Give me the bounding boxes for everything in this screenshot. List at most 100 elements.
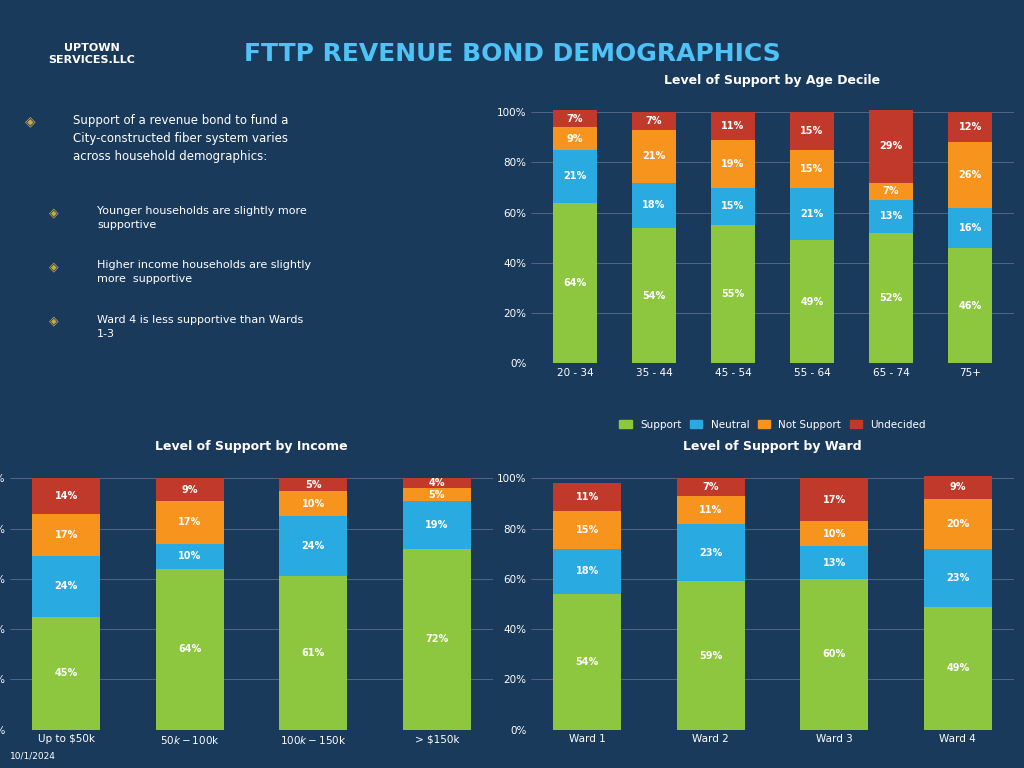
Bar [156,544,223,569]
Text: 21%: 21% [642,151,666,161]
Bar [712,187,755,225]
Text: ◈: ◈ [49,260,58,273]
Text: 23%: 23% [946,573,970,583]
Text: 16%: 16% [958,223,982,233]
Text: 9%: 9% [566,134,584,144]
Bar [553,110,597,127]
Bar [280,577,347,730]
Text: 13%: 13% [880,211,903,221]
Bar [280,516,347,577]
Text: FTTP REVENUE BOND DEMOGRAPHICS: FTTP REVENUE BOND DEMOGRAPHICS [244,41,780,66]
Bar [32,617,100,730]
Bar [801,579,868,730]
Bar [402,478,471,488]
Bar [791,150,834,187]
Text: 18%: 18% [642,200,666,210]
Text: 26%: 26% [958,170,982,180]
Bar [948,207,992,248]
Bar [632,183,676,228]
Bar [156,478,223,501]
Bar [32,514,100,556]
Text: 7%: 7% [702,482,719,492]
Bar [924,607,992,730]
Title: Level of Support by Income: Level of Support by Income [156,440,348,453]
Bar [869,183,912,200]
Text: 64%: 64% [178,644,202,654]
Text: 10%: 10% [178,551,202,561]
Text: 29%: 29% [880,141,903,151]
Bar [280,491,347,516]
Text: 4%: 4% [429,478,445,488]
Bar [553,150,597,203]
Text: 21%: 21% [801,209,823,219]
Text: 55%: 55% [721,290,744,300]
Text: 5%: 5% [429,490,445,500]
Text: 49%: 49% [801,297,823,307]
Bar [924,498,992,549]
Text: Support of a revenue bond to fund a
City-constructed fiber system varies
across : Support of a revenue bond to fund a City… [73,114,289,163]
Text: 15%: 15% [575,525,599,535]
Bar [553,549,622,594]
Text: ◈: ◈ [49,206,58,219]
Text: 13%: 13% [822,558,846,568]
Legend: Support, Neutral, Not Support, Undecided: Support, Neutral, Not Support, Undecided [615,415,930,434]
Bar [948,248,992,363]
Text: 10%: 10% [302,498,325,508]
Bar [632,112,676,130]
Text: 7%: 7% [883,187,899,197]
Bar [948,112,992,142]
Bar [553,594,622,730]
Text: 7%: 7% [566,114,584,124]
Text: 15%: 15% [801,164,823,174]
Text: 10%: 10% [822,528,846,538]
Text: 11%: 11% [721,121,744,131]
Text: 54%: 54% [575,657,599,667]
Bar [402,488,471,501]
Bar [677,478,744,496]
Text: 59%: 59% [699,650,722,660]
Text: Younger households are slightly more
supportive: Younger households are slightly more sup… [97,206,307,230]
Bar [924,549,992,607]
Bar [869,200,912,233]
Bar [801,546,868,579]
Text: Ward 4 is less supportive than Wards
1-3: Ward 4 is less supportive than Wards 1-3 [97,315,303,339]
Bar [553,511,622,549]
Text: 21%: 21% [563,171,587,181]
Bar [791,187,834,240]
Text: 17%: 17% [54,530,78,540]
Bar [32,556,100,617]
Text: 9%: 9% [181,485,198,495]
Text: 64%: 64% [563,278,587,288]
Bar [924,476,992,498]
Text: ◈: ◈ [49,315,58,328]
Text: 24%: 24% [302,541,325,551]
Text: UPTOWN
SERVICES.LLC: UPTOWN SERVICES.LLC [49,43,135,65]
Text: 61%: 61% [302,648,325,658]
Bar [32,478,100,514]
Text: 12%: 12% [958,122,982,132]
Bar [801,521,868,546]
Bar [156,501,223,544]
Bar [402,501,471,549]
Bar [712,140,755,187]
Text: 15%: 15% [801,126,823,136]
Text: 15%: 15% [721,201,744,211]
Bar [553,203,597,363]
Bar [712,225,755,363]
Text: 7%: 7% [646,116,663,126]
Bar [156,569,223,730]
Text: 11%: 11% [699,505,722,515]
Bar [280,478,347,491]
Bar [632,228,676,363]
Text: 19%: 19% [721,159,744,169]
Bar [869,110,912,183]
Title: Level of Support by Ward: Level of Support by Ward [683,440,862,453]
Bar [712,112,755,140]
Bar [677,581,744,730]
Bar [869,233,912,363]
Text: 52%: 52% [880,293,903,303]
Bar [402,549,471,730]
Text: 17%: 17% [178,518,202,528]
Bar [677,496,744,524]
Text: ◈: ◈ [25,114,36,127]
